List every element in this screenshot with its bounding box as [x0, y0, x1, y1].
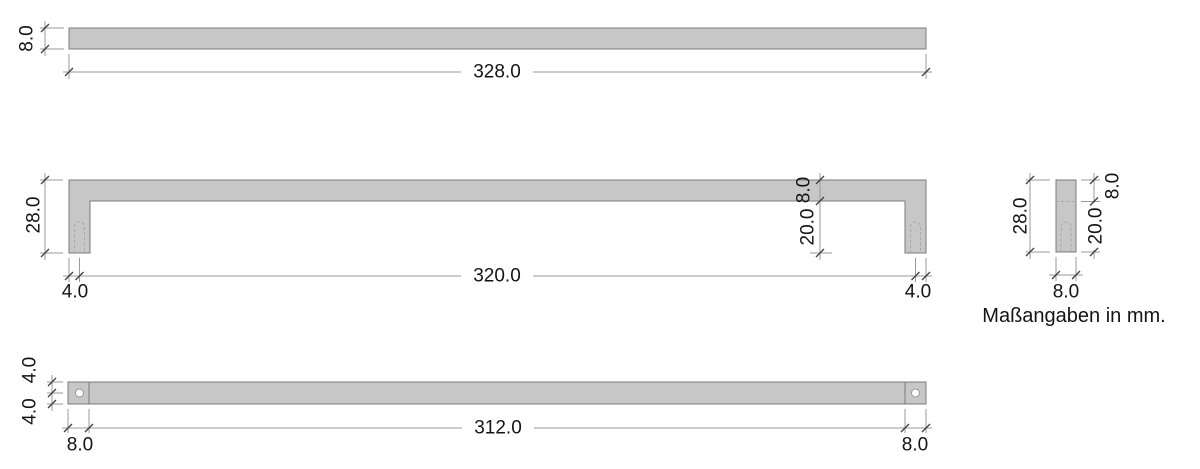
- dim-top-length-label: 328.0: [473, 62, 521, 83]
- dim-top-height-label: 8.0: [17, 25, 38, 51]
- dim-side-inner-height-label: 20.0: [1086, 208, 1107, 245]
- front-view-dimension-lines: [40, 173, 932, 282]
- side-view: 28.0 20.0 8.0 8.0 Maßangaben in mm.: [982, 173, 1165, 327]
- top-view: 8.0 328.0: [17, 21, 932, 83]
- screw-hole-left: [75, 388, 84, 398]
- dim-front-bar-thickness-label: 8.0: [794, 177, 815, 203]
- dim-bottom-hole-distance-label: 312.0: [474, 418, 522, 439]
- side-view-profile: [1055, 179, 1077, 253]
- dim-side-height-label: 28.0: [1011, 198, 1032, 235]
- side-view-dimension-ticks: [1025, 175, 1099, 280]
- front-view-dimension-ticks: [40, 175, 931, 281]
- dim-bottom-depth-back-label: 4.0: [20, 398, 41, 424]
- front-view-hidden-hole-right: [910, 221, 921, 253]
- units-note: Maßangaben in mm.: [982, 305, 1165, 327]
- dim-front-inner-height-label: 20.0: [798, 209, 819, 246]
- dim-front-center-distance-label: 320.0: [473, 266, 521, 287]
- dim-front-right-offset-label: 4.0: [905, 282, 931, 303]
- side-view-hidden-hole: [1060, 221, 1072, 252]
- bottom-view-leg-edges: [88, 382, 906, 404]
- top-view-dimension-lines: [40, 21, 932, 79]
- screw-hole-right: [911, 388, 920, 398]
- bottom-view-bar: [67, 381, 927, 405]
- top-view-bar: [68, 27, 927, 50]
- side-view-dimension-lines: [1026, 173, 1100, 281]
- dim-side-width-label: 8.0: [1053, 282, 1079, 303]
- dim-bottom-left-end-label: 8.0: [67, 435, 93, 456]
- dim-bottom-depth-front-label: 4.0: [20, 357, 41, 383]
- dim-side-bar-thickness-label: 8.0: [1103, 173, 1124, 199]
- bottom-view-dimension-ticks: [47, 377, 931, 433]
- dim-front-height-label: 28.0: [24, 197, 45, 234]
- dim-bottom-right-end-label: 8.0: [902, 435, 928, 456]
- front-view-hidden-hole-left: [74, 221, 85, 253]
- front-view-handle-outline: [68, 179, 927, 254]
- dim-front-left-offset-label: 4.0: [62, 282, 88, 303]
- bottom-view: 4.0 4.0 8.0 312.0 8.0: [20, 357, 932, 456]
- top-view-dimension-ticks: [40, 23, 931, 77]
- front-view: 28.0 8.0 20.0 4.0 320.0 4.0: [24, 173, 932, 303]
